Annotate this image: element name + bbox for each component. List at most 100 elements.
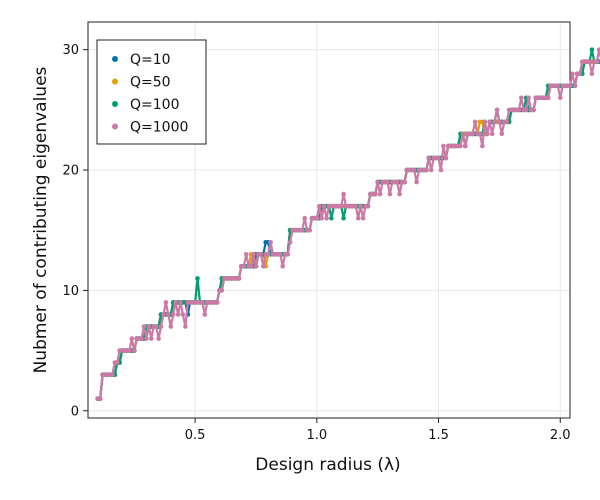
- data-point: [248, 264, 254, 269]
- data-point: [441, 143, 446, 149]
- x-tick-label: 0.5: [185, 428, 206, 443]
- legend: Q=10 Q=50 Q=100 Q=1000: [96, 39, 207, 145]
- data-point: [596, 47, 600, 52]
- data-point: [163, 300, 169, 305]
- series-4: [95, 47, 600, 402]
- data-point: [200, 300, 205, 305]
- data-point: [132, 348, 137, 353]
- data-point: [523, 107, 529, 113]
- data-point: [127, 348, 132, 353]
- data-point: [156, 336, 161, 341]
- data-point: [317, 203, 322, 209]
- data-point: [307, 227, 312, 233]
- x-tick-label: 2.0: [550, 428, 571, 443]
- data-point: [458, 143, 463, 149]
- data-point: [261, 264, 266, 269]
- data-point: [482, 119, 488, 125]
- data-point: [110, 372, 115, 378]
- data-point: [516, 107, 522, 113]
- legend-marker: [112, 123, 118, 130]
- data-point: [487, 119, 493, 125]
- data-point: [153, 324, 159, 329]
- data-point: [402, 179, 407, 185]
- data-point: [243, 252, 249, 257]
- data-point: [377, 191, 383, 197]
- data-point: [443, 155, 449, 161]
- data-point: [570, 71, 575, 77]
- data-point: [329, 215, 334, 221]
- data-point: [158, 324, 164, 329]
- y-tick-label: 30: [62, 43, 79, 58]
- data-point: [114, 360, 120, 365]
- data-point: [494, 107, 500, 113]
- data-point: [360, 215, 366, 221]
- data-point: [472, 119, 478, 125]
- data-point: [438, 167, 444, 173]
- data-point: [146, 324, 152, 329]
- data-point: [202, 312, 208, 317]
- data-point: [497, 119, 502, 125]
- x-tick-label: 1.5: [428, 428, 449, 443]
- y-tick-label: 0: [71, 404, 79, 419]
- data-point: [373, 191, 378, 197]
- y-tick-label: 10: [62, 284, 79, 299]
- data-point: [489, 131, 495, 137]
- data-point: [180, 312, 186, 317]
- data-point: [463, 143, 468, 149]
- data-point: [355, 215, 361, 221]
- data-point: [397, 191, 402, 197]
- data-point: [424, 167, 429, 173]
- data-point: [170, 312, 176, 317]
- data-point: [436, 155, 441, 161]
- series-group: [95, 47, 600, 402]
- data-point: [558, 95, 563, 101]
- data-point: [139, 336, 144, 341]
- data-point: [587, 59, 592, 64]
- data-point: [97, 396, 103, 402]
- legend-label: Q=100: [130, 97, 179, 113]
- data-point: [358, 203, 363, 209]
- data-point: [480, 143, 485, 149]
- data-point: [572, 83, 578, 89]
- data-point: [287, 240, 293, 245]
- data-point: [387, 191, 393, 197]
- data-point: [265, 252, 271, 257]
- data-point: [411, 167, 417, 173]
- data-point: [555, 83, 561, 89]
- data-point: [526, 95, 531, 101]
- data-point: [258, 252, 264, 257]
- data-point: [280, 264, 286, 269]
- data-point: [302, 215, 308, 221]
- legend-label: Q=50: [130, 75, 171, 91]
- data-point: [166, 312, 171, 317]
- data-point: [183, 324, 188, 329]
- data-point: [470, 131, 475, 137]
- data-point: [299, 227, 305, 233]
- data-point: [484, 131, 490, 137]
- x-tick-label: 1.0: [306, 428, 327, 443]
- data-point: [149, 336, 154, 341]
- data-point: [219, 288, 225, 293]
- data-point: [545, 95, 551, 101]
- data-point: [567, 83, 573, 89]
- y-axis-title: Nubmer of contributing eigenvalues: [31, 66, 51, 373]
- legend-marker: [112, 78, 118, 85]
- data-point: [375, 179, 381, 185]
- data-point: [594, 59, 600, 64]
- data-point: [504, 119, 510, 125]
- x-axis-title: Design radius (λ): [255, 455, 400, 475]
- data-point: [394, 179, 400, 185]
- data-point: [129, 336, 135, 341]
- data-point: [195, 276, 200, 281]
- data-point: [161, 312, 166, 317]
- data-point: [477, 131, 483, 137]
- data-point: [385, 179, 390, 185]
- data-point: [531, 107, 536, 113]
- data-point: [426, 155, 432, 161]
- data-point: [460, 131, 466, 137]
- data-point: [144, 336, 149, 341]
- data-point: [285, 252, 290, 257]
- data-point: [173, 300, 178, 305]
